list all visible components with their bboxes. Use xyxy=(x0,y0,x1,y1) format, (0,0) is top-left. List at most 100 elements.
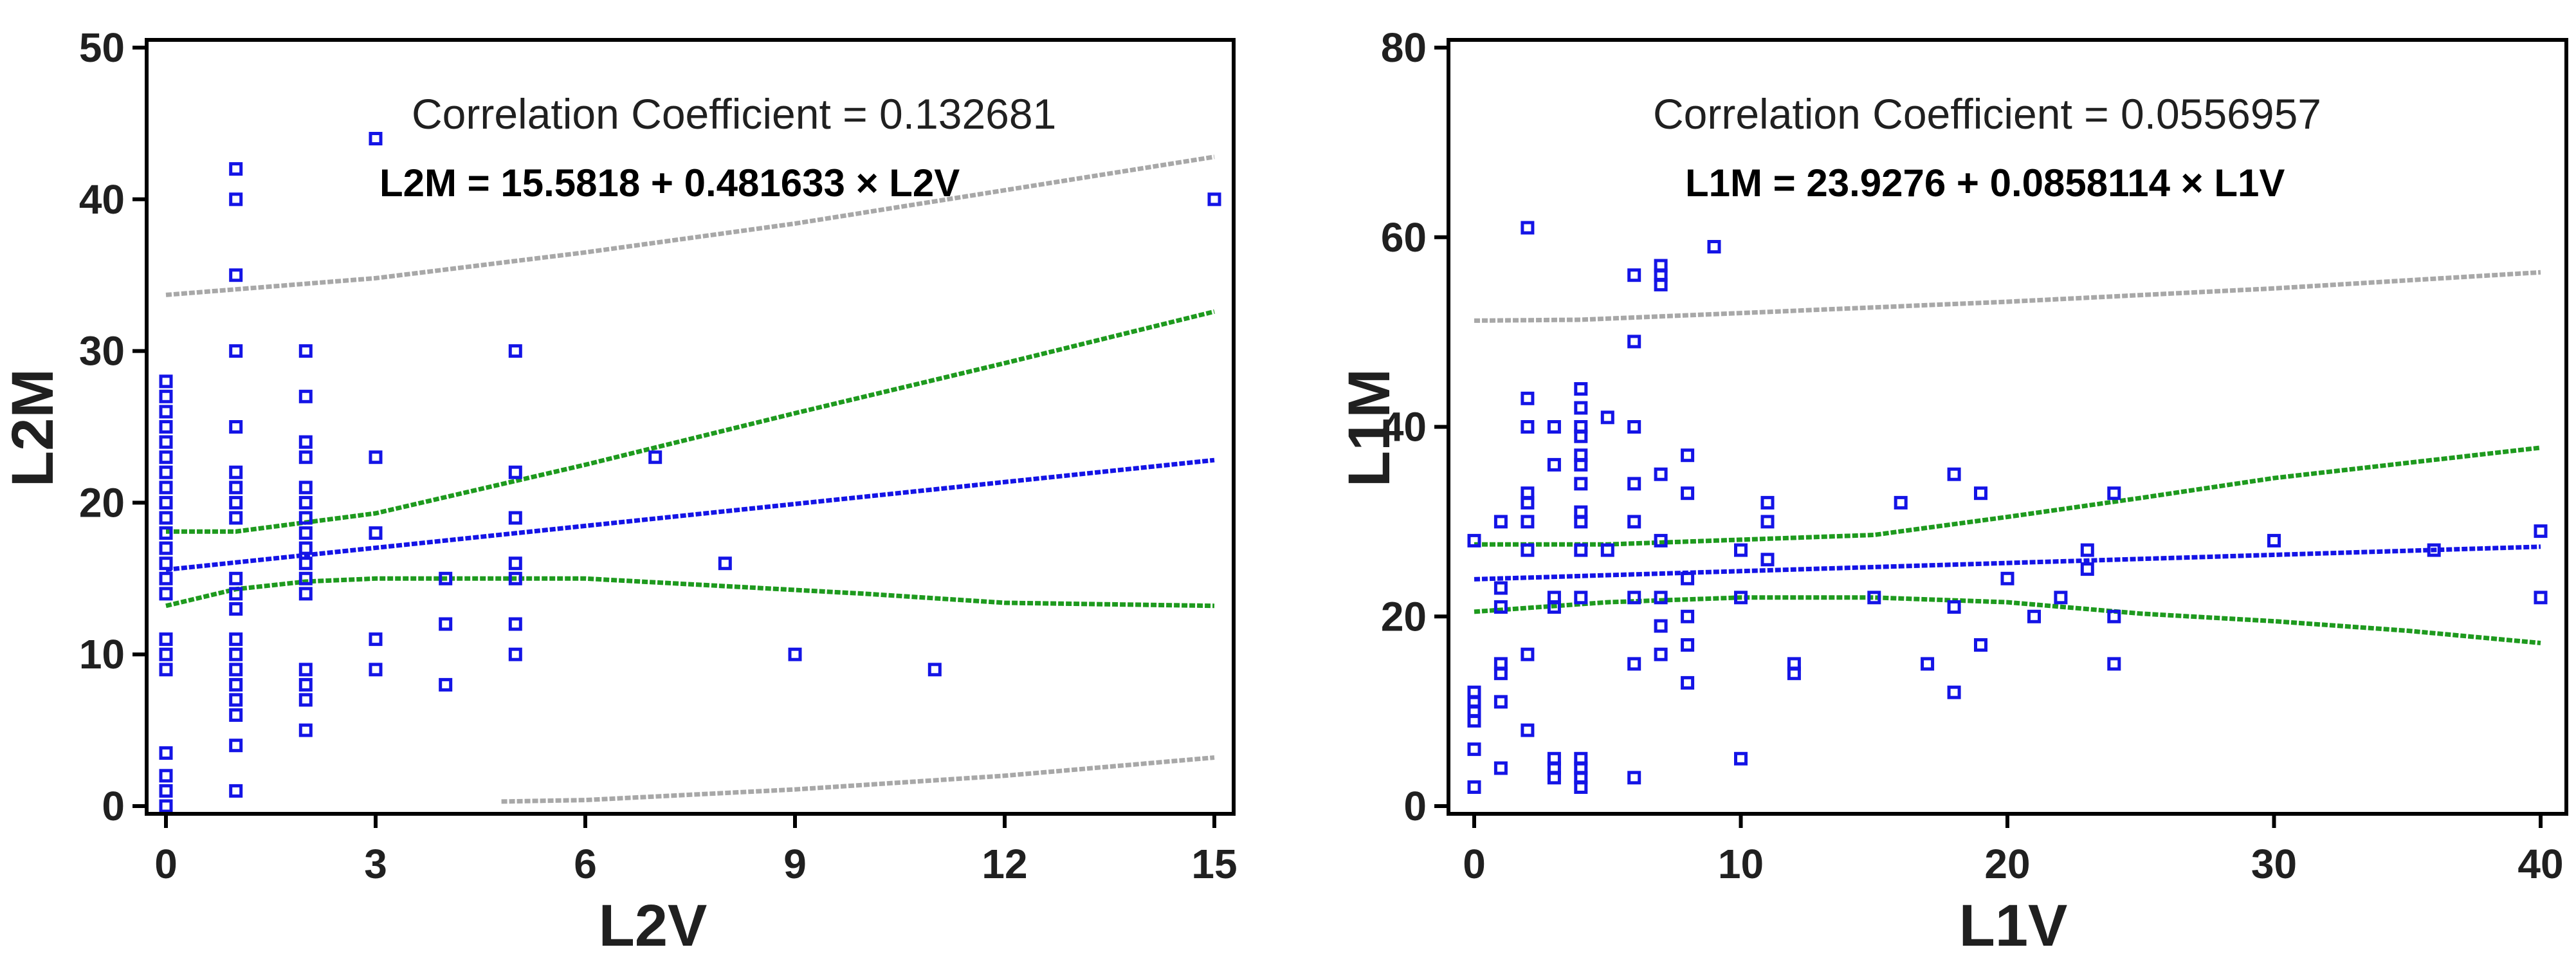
scatter-point xyxy=(229,602,243,616)
scatter-point xyxy=(298,481,313,495)
scatter-point xyxy=(369,632,383,647)
scatter-point xyxy=(508,511,522,525)
scatter-point xyxy=(1681,609,1695,623)
scatter-point xyxy=(1574,477,1588,491)
prediction-upper-line xyxy=(165,154,1215,297)
regression-equation-label: L1M = 23.9276 + 0.0858114 × L1V xyxy=(1685,161,2285,205)
scatter-point xyxy=(159,450,173,464)
correlation-coefficient-label: Correlation Coefficient = 0.132681 xyxy=(412,90,1056,138)
scatter-point xyxy=(159,526,173,540)
scatter-point xyxy=(1521,647,1535,661)
chart-l2m-vs-l2v: 0 3 6 9 12 15 0 10 20 30 40 50 Correlation Coeffic… xyxy=(0,24,1238,959)
scatter-point xyxy=(1547,751,1561,766)
scatter-point xyxy=(229,739,243,753)
correlation-coefficient-label: Correlation Coefficient = 0.0556957 xyxy=(1653,90,2321,138)
y-tick-label: 10 xyxy=(79,631,125,677)
scatter-point xyxy=(1574,448,1588,463)
scatter-point xyxy=(298,526,313,540)
scatter-point xyxy=(159,556,173,571)
y-axis-ticks: 0 10 20 30 40 50 xyxy=(79,24,147,829)
scatter-point xyxy=(1494,695,1508,709)
x-axis-ticks: 0 3 6 9 12 15 xyxy=(154,814,1238,887)
scatter-point xyxy=(229,162,243,176)
scatter-point xyxy=(1521,515,1535,529)
scatter-point xyxy=(1947,467,1961,481)
scatter-point xyxy=(1547,591,1561,605)
x-tick-label: 10 xyxy=(1718,841,1764,887)
scatter-point xyxy=(159,481,173,495)
scatter-point xyxy=(1521,391,1535,405)
scatter-point xyxy=(1734,591,1748,605)
scatter-point xyxy=(159,541,173,555)
x-tick-label: 15 xyxy=(1191,841,1237,887)
scatter-point xyxy=(1521,543,1535,557)
scatter-point xyxy=(1787,657,1801,671)
scatter-point xyxy=(1627,657,1641,671)
scatter-point xyxy=(369,526,383,540)
confidence-band-layer xyxy=(165,309,1215,609)
scatter-point xyxy=(1654,591,1668,605)
scatter-point xyxy=(298,344,313,358)
scatter-point xyxy=(229,481,243,495)
x-tick-label: 0 xyxy=(1463,841,1486,887)
scatter-point xyxy=(369,663,383,677)
regression-line-layer xyxy=(1474,544,2541,582)
scatter-point xyxy=(1494,581,1508,595)
y-tick-label: 40 xyxy=(79,176,125,223)
y-tick-label: 80 xyxy=(1381,24,1427,71)
y-tick-label: 30 xyxy=(79,328,125,374)
scatter-point xyxy=(229,420,243,434)
scatter-point xyxy=(1654,467,1668,481)
y-axis-title: L1M xyxy=(1337,369,1402,487)
scatter-point xyxy=(1681,448,1695,463)
scatter-point xyxy=(229,663,243,677)
scatter-point xyxy=(159,746,173,760)
y-tick-label: 0 xyxy=(102,783,125,829)
x-axis-title: L2V xyxy=(599,893,708,959)
scatter-point xyxy=(159,769,173,783)
scatter-point xyxy=(159,389,173,403)
scatter-point xyxy=(298,723,313,737)
scatter-point xyxy=(439,617,453,631)
scatter-point xyxy=(159,647,173,661)
scatter-point xyxy=(2080,562,2094,576)
scatter-point xyxy=(1867,591,1881,605)
scatter-point xyxy=(229,268,243,282)
scatter-point xyxy=(1627,591,1641,605)
scatter-point xyxy=(159,511,173,525)
prediction-upper-line xyxy=(1474,270,2541,323)
scatter-point xyxy=(159,420,173,434)
y-tick-label: 50 xyxy=(79,24,125,71)
scatter-point xyxy=(159,632,173,647)
scatter-point xyxy=(927,663,942,677)
scatter-point xyxy=(298,495,313,510)
scatter-point xyxy=(508,465,522,479)
scatter-point xyxy=(508,556,522,571)
scatter-point xyxy=(1521,723,1535,737)
scatter-point xyxy=(1654,647,1668,661)
scatter-point xyxy=(1627,268,1641,282)
scatter-point xyxy=(648,450,662,464)
scatter-point xyxy=(229,587,243,601)
scatter-point xyxy=(1207,192,1221,207)
scatter-point xyxy=(1627,515,1641,529)
prediction-lower-line xyxy=(501,755,1215,804)
chart-l1m-vs-l1v: 0 10 20 30 40 0 20 40 60 80 Correlation Coeffici… xyxy=(1337,24,2568,959)
y-tick-label: 0 xyxy=(1403,783,1427,829)
scatter-point xyxy=(1574,505,1588,519)
x-tick-label: 3 xyxy=(364,841,387,887)
scatter-point xyxy=(1681,638,1695,652)
x-tick-label: 0 xyxy=(154,841,178,887)
scatter-point xyxy=(159,435,173,449)
scatter-point xyxy=(1760,495,1775,510)
scatter-points-layer xyxy=(159,132,1221,813)
scatter-point xyxy=(1681,676,1695,690)
regression-line-layer xyxy=(165,457,1215,573)
scatter-point xyxy=(1947,600,1961,614)
scatter-point xyxy=(1574,401,1588,415)
x-tick-label: 6 xyxy=(574,841,597,887)
scatter-point xyxy=(298,677,313,692)
scatter-point xyxy=(508,344,522,358)
x-tick-label: 9 xyxy=(783,841,807,887)
scatter-point xyxy=(229,511,243,525)
